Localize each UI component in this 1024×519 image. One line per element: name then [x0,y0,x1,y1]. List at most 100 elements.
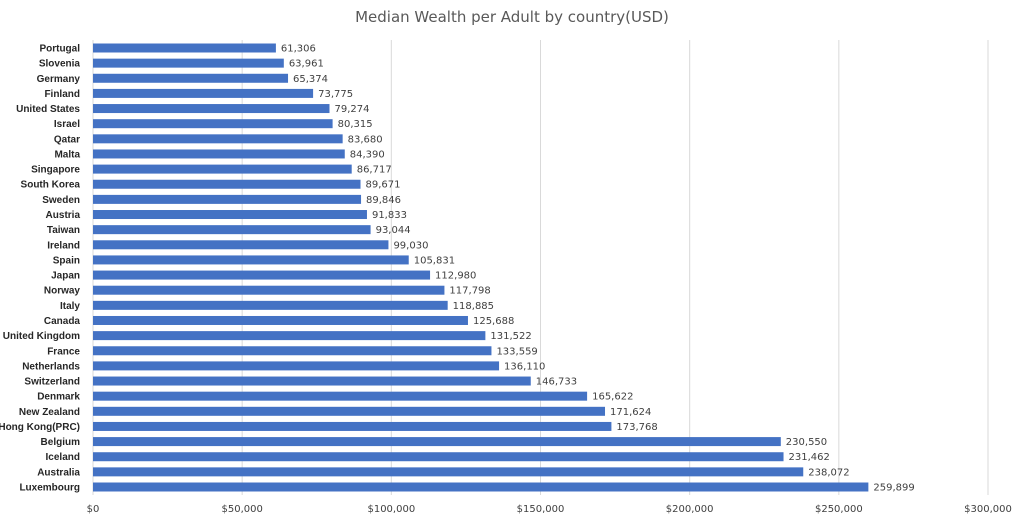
category-label: Iceland [46,452,80,463]
bar [93,104,330,114]
bar [93,315,468,325]
category-label: Italy [60,301,80,312]
category-label: Malta [54,149,80,160]
data-label: 118,885 [453,301,494,312]
bar [93,452,784,462]
data-label: 93,044 [376,225,411,236]
category-label: Hong Kong(PRC) [0,422,80,433]
bar [93,346,492,356]
bar [93,285,445,295]
category-label: Qatar [54,134,80,145]
bar [93,421,612,431]
data-label: 112,980 [435,271,476,282]
category-label: Austria [46,210,81,221]
category-label: Germany [37,74,81,85]
bar [93,119,333,129]
category-label: Belgium [41,437,81,448]
data-label: 86,717 [357,165,392,176]
bar [93,331,486,341]
category-label: Switzerland [24,377,80,388]
data-label: 65,374 [293,74,328,85]
data-label: 89,846 [366,195,401,206]
data-label: 79,274 [335,104,370,115]
category-label: Israel [54,119,80,130]
data-label: 230,550 [786,437,827,448]
data-label: 91,833 [372,210,407,221]
bar [93,437,781,447]
category-label: Denmark [37,392,80,403]
category-label: France [47,346,80,357]
x-tick-label: $0 [87,504,100,515]
data-label: 80,315 [338,119,373,130]
category-label: Ireland [47,240,80,251]
category-label: Canada [44,316,81,327]
data-label: 117,798 [449,286,490,297]
bar [93,210,367,220]
data-label: 63,961 [289,59,324,70]
bar [93,225,371,235]
category-label: Netherlands [22,361,80,372]
x-tick-label: $250,000 [815,504,863,515]
bar [93,88,314,98]
data-label: 105,831 [414,255,455,266]
bar [93,240,389,250]
bar [93,149,345,159]
data-label: 99,030 [393,240,428,251]
bar [93,255,409,265]
bar [93,58,284,68]
data-label: 133,559 [496,346,537,357]
x-tick-label: $200,000 [666,504,714,515]
x-tick-label: $150,000 [517,504,565,515]
data-label: 165,622 [592,392,633,403]
category-label: United Kingdom [3,331,80,342]
bar [93,194,362,204]
data-label: 83,680 [348,134,383,145]
category-labels: Portugal Slovenia Germany Finland United Sta… [0,44,80,494]
bar [93,300,448,310]
data-label: 73,775 [318,89,353,100]
bar [93,179,361,189]
bar [93,482,869,492]
bar [93,406,606,416]
data-label: 84,390 [350,149,385,160]
x-tick-label: $300,000 [964,504,1012,515]
data-label: 125,688 [473,316,514,327]
data-label: 231,462 [789,452,830,463]
chart-title: Median Wealth per Adult by country(USD) [355,8,669,26]
data-label: 146,733 [536,377,577,388]
bar [93,164,352,174]
bars [93,43,869,492]
category-label: Taiwan [47,225,80,236]
category-label: Finland [44,89,80,100]
bar [93,361,500,371]
x-tick-label: $50,000 [221,504,262,515]
category-label: Japan [51,271,80,282]
x-axis-tick-labels: $0 $50,000 $100,000 $150,000 $200,000 $250,00… [87,504,1012,515]
category-label: Luxembourg [19,483,80,494]
data-label: 61,306 [281,44,316,55]
data-label: 259,899 [873,483,914,494]
bar [93,391,588,401]
category-label: United States [16,104,80,115]
data-label: 238,072 [808,467,849,478]
category-label: New Zealand [19,407,80,418]
gridlines [92,40,989,495]
category-label: Norway [44,286,81,297]
category-label: Australia [37,467,80,478]
data-label: 131,522 [490,331,531,342]
data-label: 173,768 [616,422,657,433]
category-label: Sweden [42,195,80,206]
bar [93,376,531,386]
value-labels: 61,306 63,961 65,374 73,775 79,274 80,315 83,6… [281,44,915,494]
bar [93,270,431,280]
bar [93,73,289,83]
category-label: Slovenia [39,59,81,70]
category-label: Portugal [39,44,80,55]
data-label: 89,671 [366,180,401,191]
category-label: Spain [53,255,80,266]
bar [93,43,276,53]
bar [93,134,343,144]
category-label: Singapore [31,165,80,176]
data-label: 171,624 [610,407,651,418]
